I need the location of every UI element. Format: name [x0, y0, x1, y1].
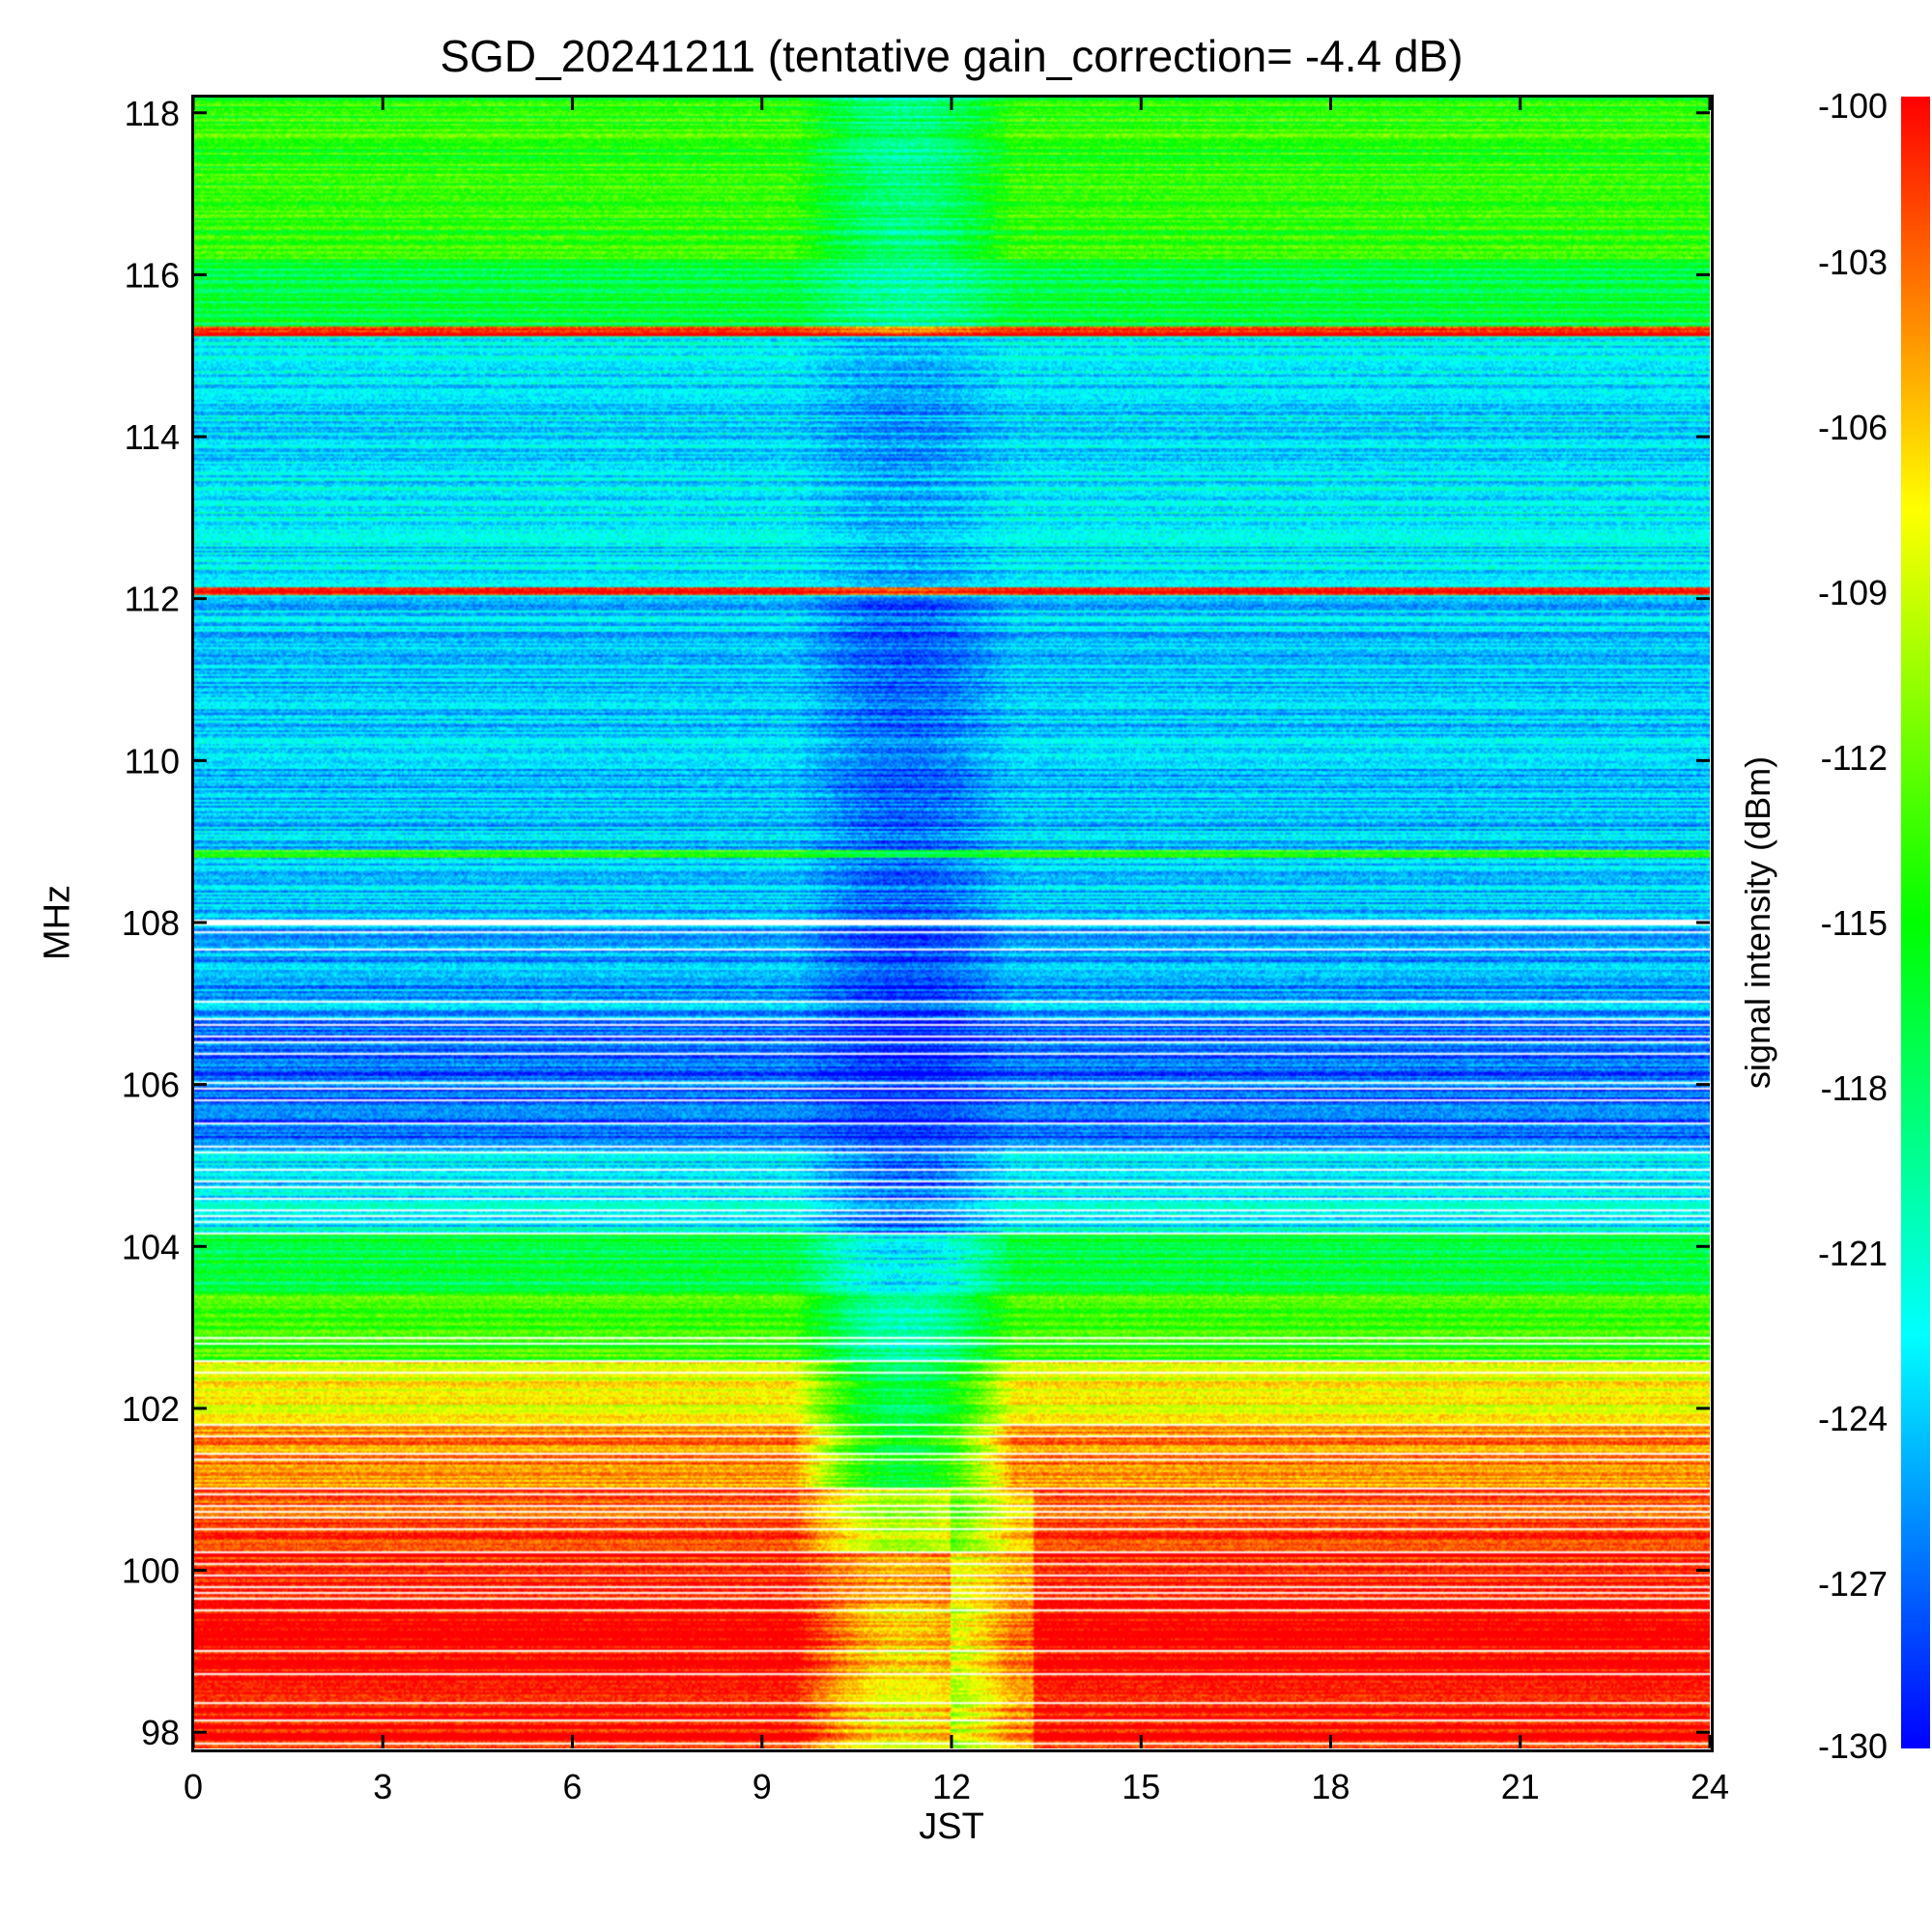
spectrogram-heatmap	[193, 97, 1710, 1748]
x-tick-label: 21	[1501, 1767, 1540, 1806]
colorbar-tick-label: -121	[1818, 1234, 1888, 1273]
colorbar-tick-label: -103	[1818, 242, 1888, 282]
x-tick-label: 18	[1311, 1767, 1350, 1806]
y-tick-label: 110	[125, 741, 180, 781]
colorbar-tick-label: -100	[1818, 86, 1888, 126]
y-tick-label: 98	[141, 1713, 180, 1752]
colorbar-tick-label: -118	[1821, 1068, 1888, 1108]
x-tick-label: 15	[1122, 1767, 1160, 1806]
colorbar-tick-label: -115	[1821, 903, 1888, 943]
y-tick-label: 112	[125, 580, 180, 619]
x-axis-label: JST	[919, 1806, 984, 1847]
y-tick-label: 102	[122, 1389, 180, 1429]
x-tick-label: 6	[562, 1767, 582, 1806]
colorbar-tick-label: -130	[1818, 1726, 1888, 1766]
chart-title: SGD_20241211 (tentative gain_correction=…	[440, 31, 1463, 81]
colorbar-tick-label: -106	[1818, 408, 1888, 447]
x-tick-label: 0	[184, 1767, 203, 1806]
colorbar-label: signal intensity (dBm)	[1738, 755, 1777, 1090]
y-tick-label: 108	[122, 903, 180, 943]
x-tick-label: 9	[753, 1767, 772, 1806]
colorbar-tick-label: -112	[1821, 738, 1888, 778]
x-tick-label: 3	[373, 1767, 392, 1806]
y-axis-label: MHz	[37, 884, 78, 961]
x-tick-label: 24	[1690, 1767, 1729, 1806]
colorbar	[1901, 97, 1930, 1748]
y-tick-label: 104	[122, 1227, 180, 1266]
y-tick-label: 116	[125, 255, 180, 295]
colorbar-tick-label: -124	[1818, 1399, 1888, 1438]
colorbar-tick-label: -109	[1818, 573, 1888, 612]
y-tick-label: 118	[125, 94, 180, 133]
y-tick-label: 106	[122, 1065, 180, 1105]
colorbar-tick-label: -127	[1818, 1564, 1888, 1604]
y-tick-label: 100	[122, 1551, 180, 1591]
x-tick-label: 12	[932, 1767, 971, 1806]
y-tick-label: 114	[125, 417, 180, 457]
